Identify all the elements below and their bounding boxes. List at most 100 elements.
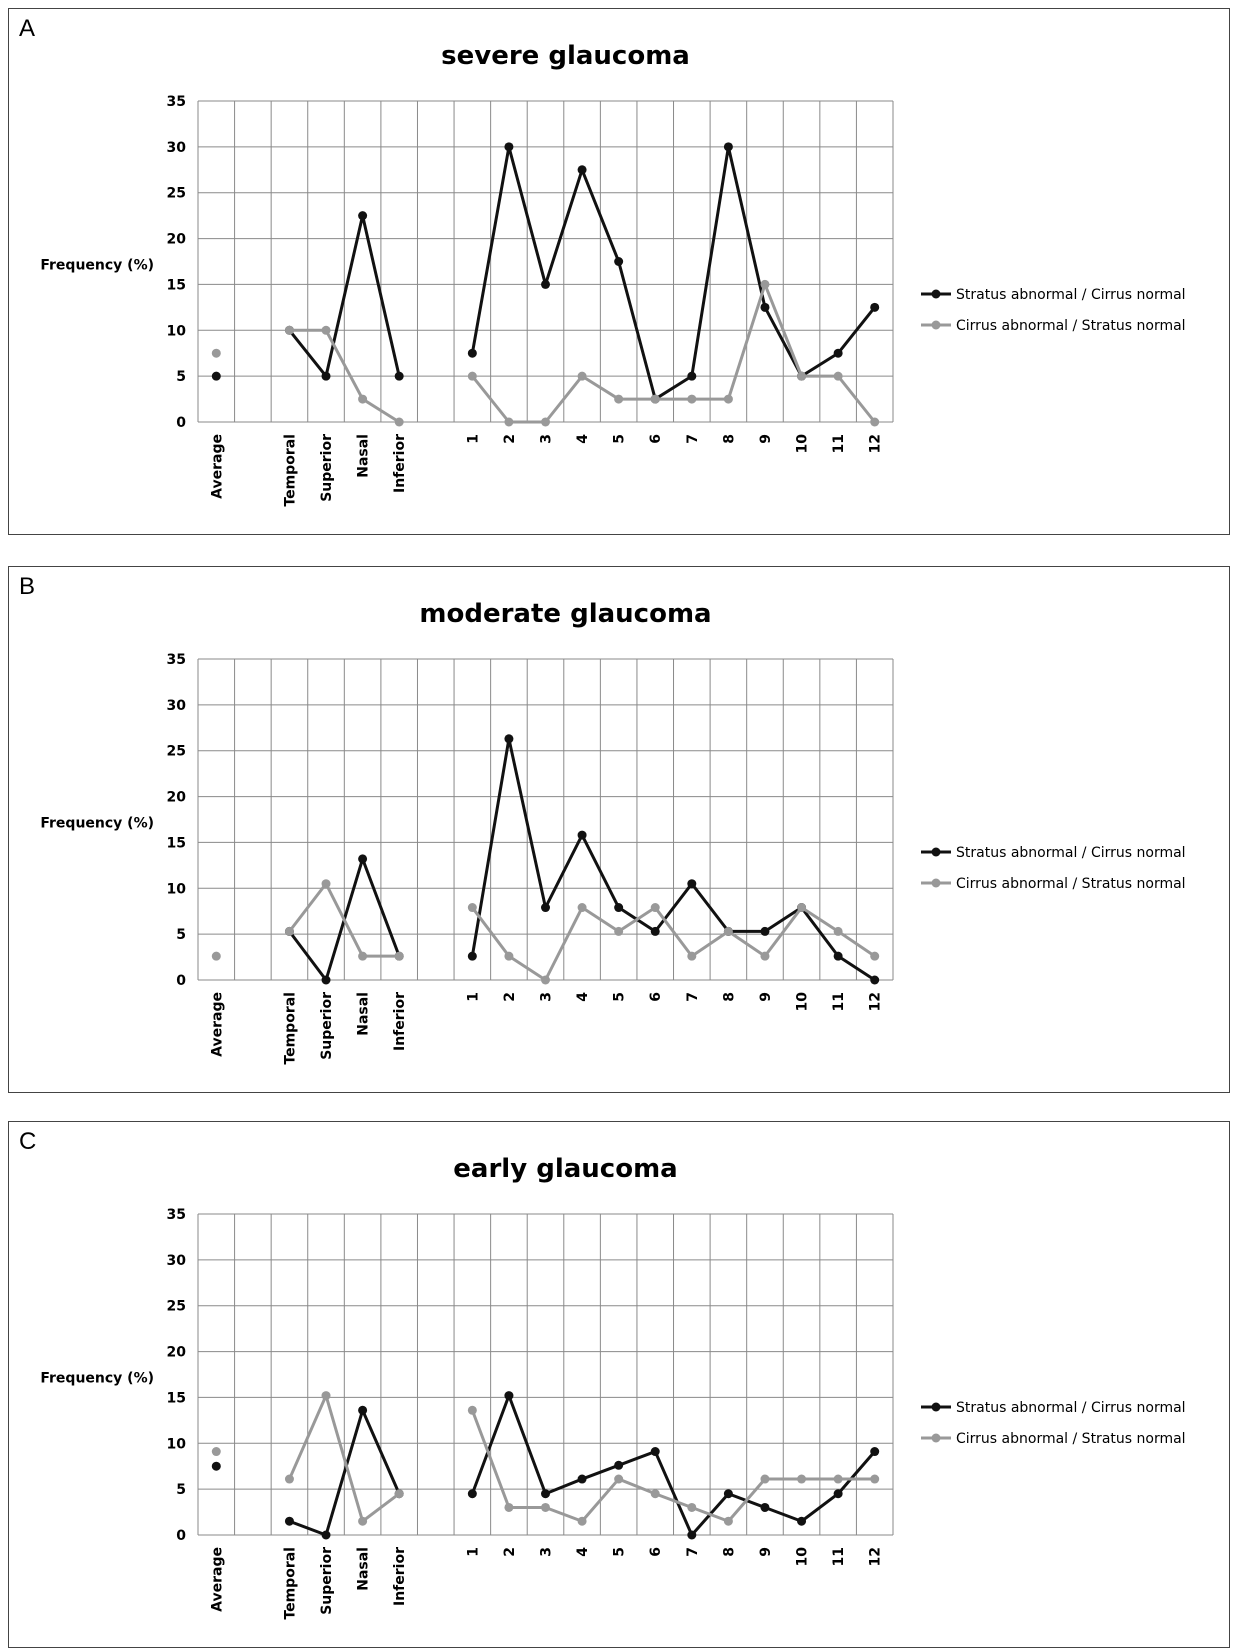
- x-tick-label: 7: [685, 1547, 701, 1557]
- series-line: [471, 282, 876, 424]
- y-tick-label: 15: [167, 277, 186, 293]
- x-tick-label: Average: [209, 434, 225, 499]
- data-point: [284, 1474, 294, 1484]
- y-axis-label: Frequency (%): [40, 258, 154, 274]
- x-tick-label: Superior: [319, 992, 335, 1060]
- x-tick-label: 12: [868, 434, 884, 453]
- x-tick-label: 1: [465, 434, 481, 444]
- data-point: [321, 879, 331, 889]
- y-tick-label: 0: [176, 973, 186, 989]
- legend-swatch-marker: [931, 1433, 941, 1443]
- panel-b: B moderate glaucoma 0 5 10 15 20 25 30 35 Frequen…: [8, 566, 1230, 1093]
- data-point: [760, 279, 770, 289]
- data-point: [797, 1474, 807, 1484]
- data-point: [614, 903, 624, 913]
- data-point: [577, 165, 587, 175]
- data-point: [723, 926, 733, 936]
- data-point: [284, 325, 294, 335]
- y-tick-label: 20: [167, 790, 187, 806]
- y-tick-label: 10: [167, 881, 187, 897]
- chart-title: early glaucoma: [453, 1154, 677, 1184]
- data-point: [833, 371, 843, 381]
- data-point: [870, 1447, 880, 1457]
- legend-label: Stratus abnormal / Cirrus normal: [956, 845, 1186, 861]
- data-point: [504, 734, 514, 744]
- data-point: [797, 371, 807, 381]
- data-point: [284, 1516, 294, 1526]
- x-tick-label: Nasal: [356, 1547, 372, 1591]
- data-point: [687, 1530, 697, 1540]
- x-tick-label: 1: [465, 992, 481, 1002]
- data-point: [577, 1474, 587, 1484]
- data-point: [394, 951, 404, 961]
- data-point: [467, 371, 477, 381]
- x-tick-label: Inferior: [392, 434, 408, 493]
- data-point: [687, 951, 697, 961]
- x-tick-label: Temporal: [282, 992, 298, 1065]
- series-line: [288, 882, 400, 958]
- data-point: [650, 1447, 660, 1457]
- data-point: [650, 903, 660, 913]
- x-tick-label: 3: [539, 992, 555, 1002]
- x-tick-label: 7: [685, 434, 701, 444]
- data-point: [321, 371, 331, 381]
- data-point: [394, 371, 404, 381]
- series-line: [470, 145, 876, 401]
- series-line: [288, 1408, 401, 1537]
- data-point: [211, 951, 221, 961]
- data-point: [394, 1489, 404, 1499]
- x-tick-label: 12: [868, 992, 884, 1011]
- data-point: [467, 1405, 477, 1415]
- legend-label: Stratus abnormal / Cirrus normal: [956, 1400, 1186, 1416]
- x-tick-label: 10: [795, 1547, 811, 1567]
- series-line: [289, 328, 400, 424]
- data-point: [541, 1502, 550, 1512]
- data-point: [321, 1530, 331, 1540]
- data-point: [504, 142, 514, 152]
- x-tick-label: 5: [612, 992, 628, 1002]
- x-tick-label: 6: [648, 992, 664, 1002]
- legend-label: Stratus abnormal / Cirrus normal: [956, 287, 1186, 303]
- x-tick-label: 4: [575, 992, 591, 1002]
- data-point: [211, 348, 221, 358]
- legend-swatch-marker: [931, 847, 941, 857]
- legend-label: Cirrus abnormal / Stratus normal: [956, 318, 1186, 334]
- data-point: [614, 1460, 624, 1470]
- x-tick-label: 3: [539, 1547, 555, 1557]
- data-point: [614, 1474, 624, 1484]
- data-point: [614, 926, 624, 936]
- x-tick-label: 8: [721, 1547, 737, 1557]
- y-tick-label: 20: [167, 1345, 187, 1361]
- legend-swatch-marker: [931, 878, 941, 888]
- x-tick-label: Average: [209, 992, 225, 1057]
- data-point: [650, 394, 660, 404]
- data-point: [723, 142, 733, 152]
- data-point: [833, 951, 843, 961]
- data-point: [870, 302, 880, 312]
- data-point: [321, 325, 331, 335]
- data-point: [833, 348, 843, 358]
- data-point: [504, 951, 514, 961]
- x-tick-label: 9: [758, 992, 774, 1002]
- data-point: [650, 1489, 660, 1499]
- x-tick-label: Temporal: [282, 434, 298, 507]
- data-point: [723, 394, 733, 404]
- chart-moderate: moderate glaucoma05101520253035Frequency…: [40, 599, 1186, 1065]
- data-point: [687, 879, 697, 889]
- y-tick-label: 5: [176, 1482, 186, 1498]
- series-line: [288, 214, 401, 378]
- x-tick-label: 2: [502, 434, 518, 444]
- x-tick-label: 2: [502, 992, 518, 1002]
- data-point: [870, 951, 880, 961]
- y-tick-label: 25: [167, 1299, 186, 1315]
- data-point: [541, 279, 550, 289]
- x-tick-label: Inferior: [392, 1547, 408, 1606]
- data-point: [723, 1516, 733, 1526]
- x-tick-label: 7: [685, 992, 701, 1002]
- data-point: [797, 1516, 807, 1526]
- data-point: [467, 348, 477, 358]
- x-tick-label: 10: [795, 992, 811, 1012]
- panel-letter: B: [19, 573, 36, 600]
